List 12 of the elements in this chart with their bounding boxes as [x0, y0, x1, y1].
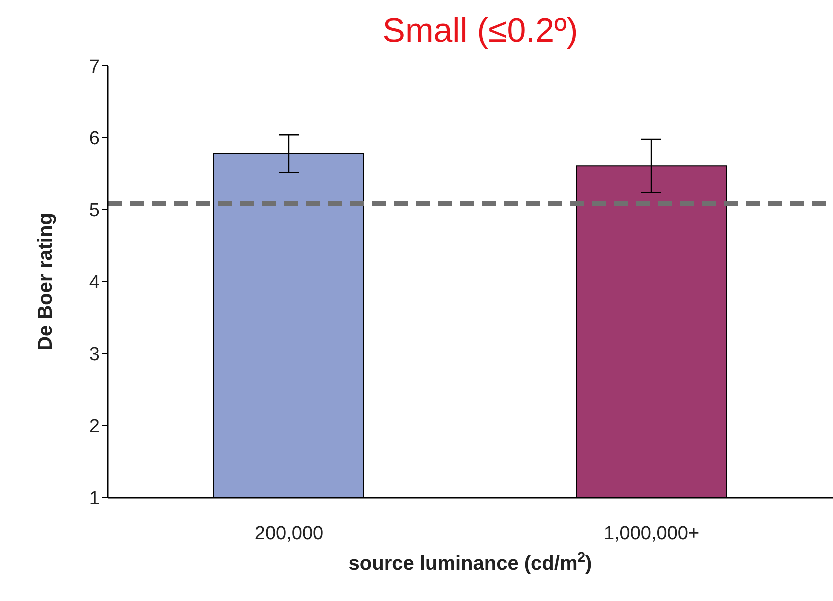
y-tick-label: 7 — [89, 56, 100, 78]
x-tick-label: 1,000,000+ — [604, 523, 700, 544]
y-tick-label: 2 — [89, 416, 100, 438]
y-tick-label: 6 — [89, 128, 100, 150]
y-tick-label: 3 — [89, 344, 100, 366]
y-tick-label: 4 — [89, 272, 100, 294]
y-axis-title: De Boer rating — [35, 213, 57, 351]
y-tick-label: 1 — [89, 488, 100, 510]
y-tick-label: 5 — [89, 200, 100, 222]
x-tick-label: 200,000 — [254, 523, 324, 544]
x-axis-title: source luminance (cd/m$^{2}$) — [348, 549, 592, 575]
chart-title: Small (≤0.2º) — [382, 11, 580, 52]
